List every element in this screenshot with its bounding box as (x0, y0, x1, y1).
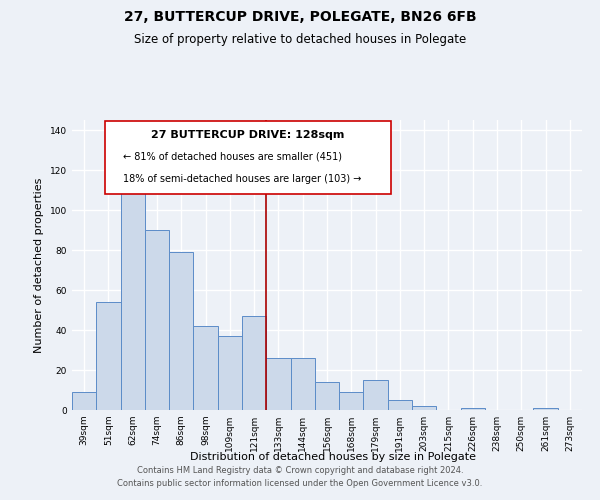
Bar (290, 358, 315, 410)
Bar (72, 392, 96, 410)
Bar (121, 192, 145, 410)
Text: 27 BUTTERCUP DRIVE: 128sqm: 27 BUTTERCUP DRIVE: 128sqm (151, 130, 344, 140)
Bar (169, 252, 193, 410)
Text: Distribution of detached houses by size in Polegate: Distribution of detached houses by size … (190, 452, 476, 462)
Text: Size of property relative to detached houses in Polegate: Size of property relative to detached ho… (134, 32, 466, 46)
Bar (412, 406, 436, 410)
Bar (533, 408, 558, 410)
Bar (193, 326, 218, 410)
Bar (96, 302, 121, 410)
Text: 27, BUTTERCUP DRIVE, POLEGATE, BN26 6FB: 27, BUTTERCUP DRIVE, POLEGATE, BN26 6FB (124, 10, 476, 24)
Text: Contains HM Land Registry data © Crown copyright and database right 2024.
Contai: Contains HM Land Registry data © Crown c… (118, 466, 482, 487)
Bar (388, 400, 412, 410)
Bar (461, 408, 485, 410)
Y-axis label: Number of detached properties: Number of detached properties (34, 178, 44, 352)
Bar (242, 316, 266, 410)
Bar (364, 380, 388, 410)
FancyBboxPatch shape (105, 122, 391, 194)
Bar (218, 336, 242, 410)
Bar (339, 392, 364, 410)
Text: 18% of semi-detached houses are larger (103) →: 18% of semi-detached houses are larger (… (123, 174, 361, 184)
Bar (315, 382, 339, 410)
Text: ← 81% of detached houses are smaller (451): ← 81% of detached houses are smaller (45… (123, 152, 342, 162)
Bar (145, 230, 169, 410)
Bar (266, 358, 290, 410)
